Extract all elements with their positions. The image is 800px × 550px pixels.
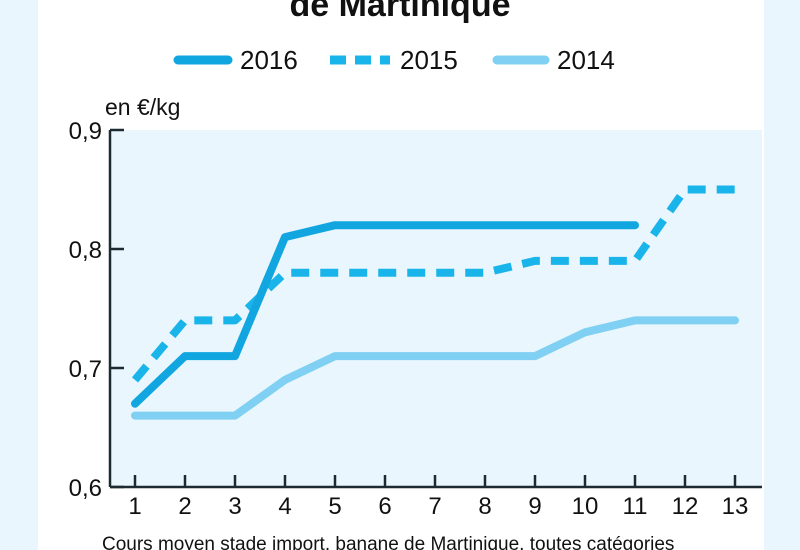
y-tick-label: 0,8 — [69, 237, 102, 264]
legend: 2016 2015 2014 — [173, 45, 615, 75]
x-tick-label: 8 — [478, 493, 491, 520]
x-tick-label: 11 — [623, 493, 648, 520]
y-unit-label: en €/kg — [105, 94, 180, 120]
axes — [108, 128, 762, 489]
x-tick-label: 12 — [672, 493, 699, 520]
series-layer — [131, 185, 739, 420]
x-tick-label: 10 — [572, 493, 599, 520]
legend-label-2015: 2015 — [400, 45, 458, 75]
x-tick-label: 6 — [378, 493, 391, 520]
chart-caption: Cours moyen stade import, banane de Mart… — [102, 534, 674, 550]
legend-label-2016: 2016 — [240, 45, 298, 75]
x-tick-label: 1 — [128, 493, 141, 520]
y-tick-labels: 0,6 0,7 0,8 0,9 — [69, 118, 102, 502]
x-tick-label: 13 — [722, 493, 749, 520]
x-tick-label: 9 — [528, 493, 541, 520]
y-tick-label: 0,7 — [69, 356, 102, 383]
plot-area — [110, 130, 762, 487]
x-tick-label: 2 — [178, 493, 191, 520]
x-tick-label: 3 — [228, 493, 241, 520]
y-tick-label: 0,6 — [69, 475, 102, 502]
x-tick-label: 5 — [328, 493, 341, 520]
legend-label-2014: 2014 — [557, 45, 615, 75]
y-tick-label: 0,9 — [69, 118, 102, 145]
x-tick-labels: 1 2 3 4 5 6 7 8 9 10 11 12 13 — [128, 493, 748, 520]
chart-title: de Martinique — [289, 0, 511, 24]
x-tick-label: 4 — [278, 493, 291, 520]
x-tick-label: 7 — [428, 493, 441, 520]
